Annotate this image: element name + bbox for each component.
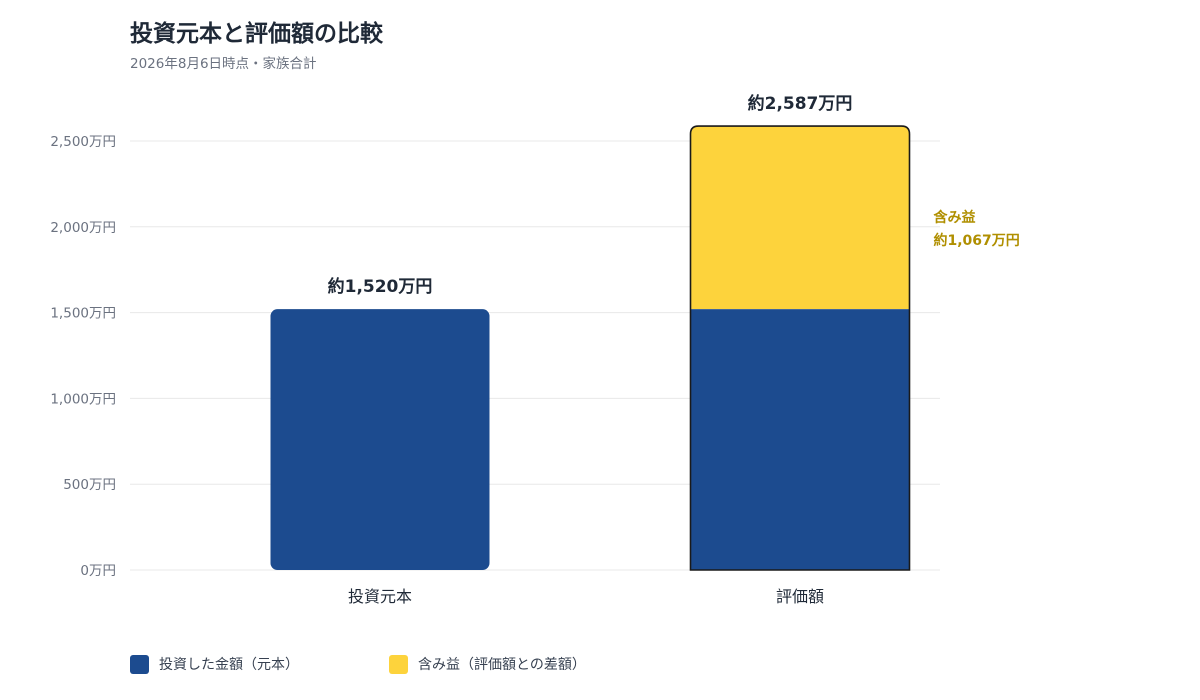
x-tick-label: 評価額 bbox=[776, 587, 824, 606]
y-tick-label: 1,000万円 bbox=[50, 391, 116, 407]
chart-legend: 投資した金額（元本） 含み益（評価額との差額） bbox=[130, 654, 676, 674]
bar-segment-principal bbox=[270, 309, 490, 570]
chart-title: 投資元本と評価額の比較 bbox=[130, 21, 383, 47]
legend-item-gain: 含み益（評価額との差額） bbox=[389, 654, 586, 674]
y-tick-label: 2,500万円 bbox=[50, 134, 116, 150]
x-tick-label: 投資元本 bbox=[348, 587, 412, 606]
legend-label-gain: 含み益（評価額との差額） bbox=[418, 657, 586, 673]
bar-segment-principal bbox=[690, 309, 910, 570]
y-tick-label: 2,000万円 bbox=[50, 220, 116, 236]
y-tick-label: 500万円 bbox=[63, 477, 116, 493]
legend-swatch-principal bbox=[130, 654, 149, 674]
gain-annotation-value: 約1,067万円 bbox=[934, 232, 1020, 249]
legend-swatch-gain bbox=[389, 654, 408, 674]
bar-segment-gain bbox=[690, 126, 910, 310]
y-tick-label: 1,500万円 bbox=[50, 306, 116, 322]
bar-outline bbox=[689, 125, 911, 571]
gain-annotation-title: 含み益 bbox=[934, 209, 976, 226]
bar-total-label: 約1,520万円 bbox=[328, 276, 433, 297]
y-tick-label: 0万円 bbox=[80, 563, 116, 579]
legend-item-principal: 投資した金額（元本） bbox=[130, 654, 299, 674]
chart-subtitle: 2026年8月6日時点・家族合計 bbox=[130, 56, 317, 72]
legend-label-principal: 投資した金額（元本） bbox=[159, 657, 299, 673]
bar-total-label: 約2,587万円 bbox=[748, 93, 853, 114]
